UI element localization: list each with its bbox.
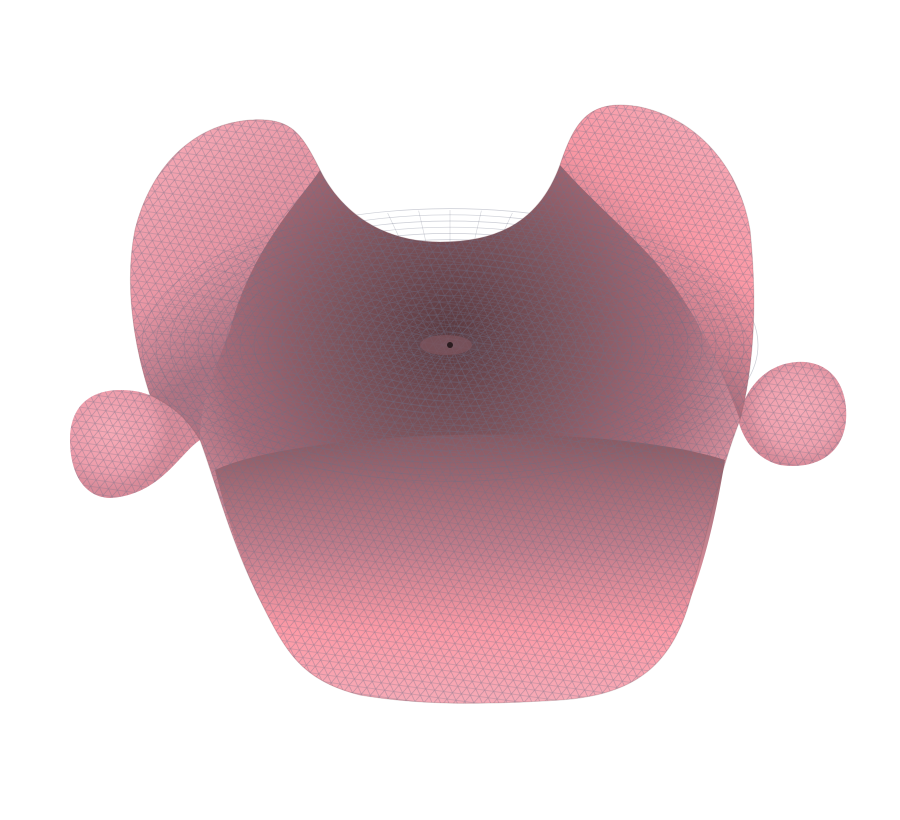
- mesh-radial-line: [449, 344, 674, 436]
- mesh-radial-line: [357, 344, 451, 474]
- mesh-radial-line: [327, 344, 451, 469]
- mesh-ring: [295, 276, 605, 414]
- mesh-radial-line: [387, 212, 451, 346]
- mesh-ring: [267, 264, 633, 426]
- mesh-ring: [211, 239, 689, 451]
- mesh-ring: [393, 319, 507, 371]
- mesh-radial-line: [449, 216, 543, 346]
- mesh-radial-line: [418, 344, 451, 480]
- mesh-ring: [253, 257, 647, 433]
- mesh-radial-line: [207, 344, 451, 425]
- mesh-ring: [379, 313, 521, 377]
- mesh-ring: [323, 288, 577, 402]
- mesh-ring: [197, 233, 703, 457]
- mesh-radial-line: [175, 289, 451, 346]
- mesh-ring: [225, 245, 675, 445]
- mesh-radial-line: [418, 210, 451, 346]
- mesh-radial-line: [449, 344, 725, 401]
- mesh-radial-line: [151, 344, 451, 360]
- right-side-bulb-mesh: [738, 361, 847, 466]
- mesh-ring: [141, 208, 759, 482]
- mesh-radial-line: [190, 344, 451, 413]
- mesh-radial-line: [449, 344, 710, 413]
- mesh-radial-line: [175, 344, 451, 401]
- surface-outline: [129, 104, 755, 704]
- mesh-radial-line: [156, 344, 451, 374]
- mesh-radial-line: [449, 265, 693, 346]
- mesh-ring: [169, 220, 731, 470]
- mesh-radial-line: [449, 289, 725, 346]
- mesh-radial-line: [449, 344, 736, 388]
- mesh-radial-line: [449, 344, 693, 425]
- mesh-radial-line: [449, 277, 710, 346]
- mesh-radial-line: [449, 344, 601, 463]
- mesh-ring: [281, 270, 619, 420]
- mesh-ring: [239, 251, 661, 439]
- mesh-radial-line: [190, 277, 451, 346]
- mesh-radial-line: [449, 344, 744, 374]
- mesh-radial-line: [207, 265, 451, 346]
- radial-lines: [150, 210, 750, 480]
- mesh-ring: [365, 307, 535, 383]
- mesh-radial-line: [156, 316, 451, 346]
- mesh-radial-line: [164, 302, 451, 346]
- mesh-radial-line: [273, 344, 451, 455]
- mesh-radial-line: [449, 210, 482, 346]
- center-point: [447, 342, 453, 348]
- mesh-radial-line: [449, 244, 651, 346]
- mesh-radial-line: [449, 254, 674, 346]
- surface-group: [70, 104, 847, 704]
- mesh-radial-line: [449, 344, 482, 480]
- mesh-radial-line: [449, 344, 573, 469]
- left-side-bulb-mesh: [70, 389, 200, 498]
- mesh-radial-line: [449, 344, 651, 446]
- mesh-ring: [337, 295, 563, 395]
- mesh-radial-line: [449, 302, 736, 346]
- mesh-ring: [155, 214, 745, 476]
- mesh-radial-line: [273, 235, 451, 346]
- mesh-radial-line: [449, 344, 543, 474]
- mesh-radial-line: [249, 344, 451, 446]
- mesh-radial-line: [449, 330, 749, 346]
- mesh-radial-line: [226, 344, 451, 436]
- mesh-radial-line: [449, 344, 627, 455]
- mesh-ring: [309, 282, 591, 408]
- mesh-radial-line: [449, 221, 573, 346]
- mesh-radial-line: [151, 330, 451, 346]
- center-depression: [420, 335, 472, 355]
- surface-mesh: [130, 105, 754, 704]
- mesh-radial-line: [164, 344, 451, 388]
- mesh-radial-line: [449, 212, 513, 346]
- mesh-radial-line: [299, 227, 451, 346]
- mesh-radial-line: [449, 235, 627, 346]
- mesh-radial-line: [226, 254, 451, 346]
- mesh-ring: [407, 326, 493, 364]
- concentric-rings: [141, 208, 759, 482]
- mesh-ring: [351, 301, 549, 389]
- mesh-radial-line: [299, 344, 451, 463]
- mesh-radial-line: [449, 344, 749, 360]
- mesh-radial-line: [449, 316, 744, 346]
- mesh-radial-line: [249, 244, 451, 346]
- mesh-ring: [183, 226, 717, 464]
- mesh-radial-line: [357, 216, 451, 346]
- mesh-radial-line: [449, 227, 601, 346]
- mesh-radial-line: [449, 344, 513, 478]
- mesh-radial-line: [327, 221, 451, 346]
- mesh-radial-line: [387, 344, 451, 478]
